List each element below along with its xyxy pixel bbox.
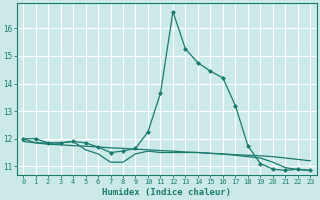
X-axis label: Humidex (Indice chaleur): Humidex (Indice chaleur) xyxy=(102,188,231,197)
